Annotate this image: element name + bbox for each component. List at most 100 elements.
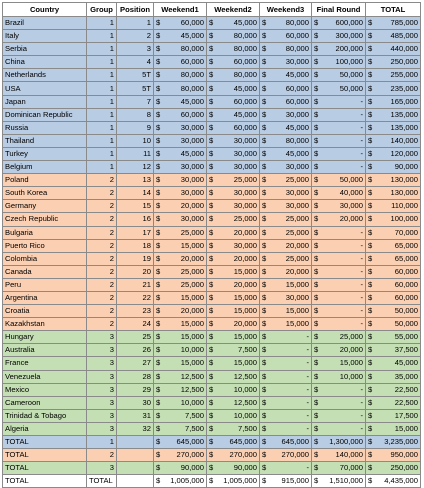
- cell-weekend3[interactable]: $25,000: [259, 212, 312, 227]
- cell-final-round[interactable]: $ -: [311, 290, 366, 306]
- cell-weekend2[interactable]: $15,000: [206, 264, 260, 279]
- cell-weekend1[interactable]: $30,000: [153, 212, 207, 227]
- cell-group[interactable]: 1: [86, 120, 117, 135]
- cell-weekend1[interactable]: $12,500: [153, 382, 207, 397]
- cell-country[interactable]: Brazil: [2, 15, 87, 31]
- cell-final-round[interactable]: $ -: [311, 277, 366, 292]
- cell-group[interactable]: 1: [86, 146, 117, 162]
- cell-final-round[interactable]: $140,000: [311, 448, 366, 463]
- cell-weekend2[interactable]: $7,500: [206, 421, 260, 437]
- cell-position[interactable]: 17: [116, 225, 154, 240]
- cell-position[interactable]: 18: [116, 238, 154, 253]
- cell-total[interactable]: $70,000: [365, 225, 421, 240]
- cell-weekend3[interactable]: $15,000: [259, 304, 312, 319]
- cell-weekend2[interactable]: $30,000: [206, 133, 260, 148]
- cell-total[interactable]: $22,500: [365, 382, 421, 397]
- cell-group[interactable]: 2: [86, 448, 117, 463]
- cell-final-round[interactable]: $ -: [311, 395, 366, 410]
- cell-position[interactable]: 20: [116, 264, 154, 279]
- cell-group[interactable]: 2: [86, 251, 117, 266]
- cell-country[interactable]: Kazakhstan: [2, 317, 87, 332]
- cell-country[interactable]: Thailand: [2, 133, 87, 148]
- cell-weekend2[interactable]: $20,000: [206, 251, 260, 266]
- cell-weekend1[interactable]: $645,000: [153, 434, 207, 450]
- cell-total[interactable]: $110,000: [365, 199, 421, 214]
- cell-weekend1[interactable]: $25,000: [153, 264, 207, 279]
- cell-weekend2[interactable]: $20,000: [206, 317, 260, 332]
- cell-group[interactable]: 1: [86, 81, 117, 96]
- cell-group[interactable]: 3: [86, 369, 117, 384]
- cell-country[interactable]: Trinidad & Tobago: [2, 408, 87, 423]
- cell-weekend1[interactable]: $20,000: [153, 304, 207, 319]
- cell-weekend2[interactable]: $645,000: [206, 434, 260, 450]
- cell-weekend1[interactable]: $30,000: [153, 173, 207, 188]
- cell-total[interactable]: $15,000: [365, 421, 421, 437]
- cell-group[interactable]: 1: [86, 68, 117, 83]
- cell-country[interactable]: Cameroon: [2, 395, 87, 410]
- cell-final-round[interactable]: $40,000: [311, 186, 366, 201]
- cell-weekend2[interactable]: $15,000: [206, 290, 260, 306]
- cell-final-round[interactable]: $ -: [311, 160, 366, 175]
- cell-group[interactable]: 2: [86, 199, 117, 214]
- cell-country[interactable]: Italy: [2, 29, 87, 44]
- cell-position[interactable]: 9: [116, 120, 154, 135]
- cell-weekend1[interactable]: $45,000: [153, 94, 207, 109]
- cell-weekend2[interactable]: $30,000: [206, 199, 260, 214]
- cell-weekend3[interactable]: $45,000: [259, 68, 312, 83]
- cell-weekend1[interactable]: $30,000: [153, 160, 207, 175]
- cell-position[interactable]: 3: [116, 42, 154, 57]
- cell-position[interactable]: 26: [116, 343, 154, 358]
- cell-position[interactable]: 14: [116, 186, 154, 201]
- cell-total[interactable]: $140,000: [365, 133, 421, 148]
- cell-weekend1[interactable]: $60,000: [153, 107, 207, 122]
- cell-final-round[interactable]: $ -: [311, 317, 366, 332]
- cell-position[interactable]: 8: [116, 107, 154, 122]
- cell-weekend3[interactable]: $ -: [259, 421, 312, 437]
- cell-group[interactable]: 2: [86, 277, 117, 292]
- cell-group[interactable]: 1: [86, 434, 117, 450]
- cell-weekend3[interactable]: $45,000: [259, 146, 312, 162]
- cell-position[interactable]: 21: [116, 277, 154, 292]
- cell-total[interactable]: $235,000: [365, 81, 421, 96]
- cell-weekend1[interactable]: $1,005,000: [153, 474, 207, 488]
- cell-weekend2[interactable]: $12,500: [206, 395, 260, 410]
- cell-position[interactable]: 24: [116, 317, 154, 332]
- cell-weekend3[interactable]: $ -: [259, 343, 312, 358]
- cell-group[interactable]: 2: [86, 173, 117, 188]
- header-final-round[interactable]: Final Round: [311, 2, 366, 17]
- cell-final-round[interactable]: $20,000: [311, 343, 366, 358]
- cell-weekend2[interactable]: $10,000: [206, 408, 260, 423]
- cell-total[interactable]: $35,000: [365, 369, 421, 384]
- cell-weekend2[interactable]: $30,000: [206, 146, 260, 162]
- cell-weekend1[interactable]: $80,000: [153, 42, 207, 57]
- cell-weekend1[interactable]: $30,000: [153, 133, 207, 148]
- cell-final-round[interactable]: $ -: [311, 238, 366, 253]
- cell-position[interactable]: 29: [116, 382, 154, 397]
- cell-group[interactable]: 1: [86, 160, 117, 175]
- cell-final-round[interactable]: $50,000: [311, 81, 366, 96]
- cell-country[interactable]: Mexico: [2, 382, 87, 397]
- cell-final-round[interactable]: $ -: [311, 251, 366, 266]
- cell-weekend1[interactable]: $30,000: [153, 186, 207, 201]
- cell-weekend3[interactable]: $60,000: [259, 94, 312, 109]
- cell-position[interactable]: 11: [116, 146, 154, 162]
- cell-country[interactable]: Czech Republic: [2, 212, 87, 227]
- cell-position[interactable]: 2: [116, 29, 154, 44]
- cell-group[interactable]: 3: [86, 408, 117, 423]
- cell-group[interactable]: 2: [86, 186, 117, 201]
- cell-weekend2[interactable]: $80,000: [206, 42, 260, 57]
- cell-country[interactable]: Algeria: [2, 421, 87, 437]
- cell-total[interactable]: $90,000: [365, 160, 421, 175]
- cell-position[interactable]: 22: [116, 290, 154, 306]
- cell-position[interactable]: 7: [116, 94, 154, 109]
- cell-weekend1[interactable]: $25,000: [153, 277, 207, 292]
- cell-weekend1[interactable]: $270,000: [153, 448, 207, 463]
- cell-weekend3[interactable]: $270,000: [259, 448, 312, 463]
- cell-weekend3[interactable]: $30,000: [259, 186, 312, 201]
- cell-country[interactable]: France: [2, 356, 87, 371]
- cell-total[interactable]: $50,000: [365, 304, 421, 319]
- cell-weekend2[interactable]: $1,005,000: [206, 474, 260, 488]
- cell-weekend2[interactable]: $10,000: [206, 382, 260, 397]
- cell-total[interactable]: $485,000: [365, 29, 421, 44]
- cell-weekend3[interactable]: $25,000: [259, 225, 312, 240]
